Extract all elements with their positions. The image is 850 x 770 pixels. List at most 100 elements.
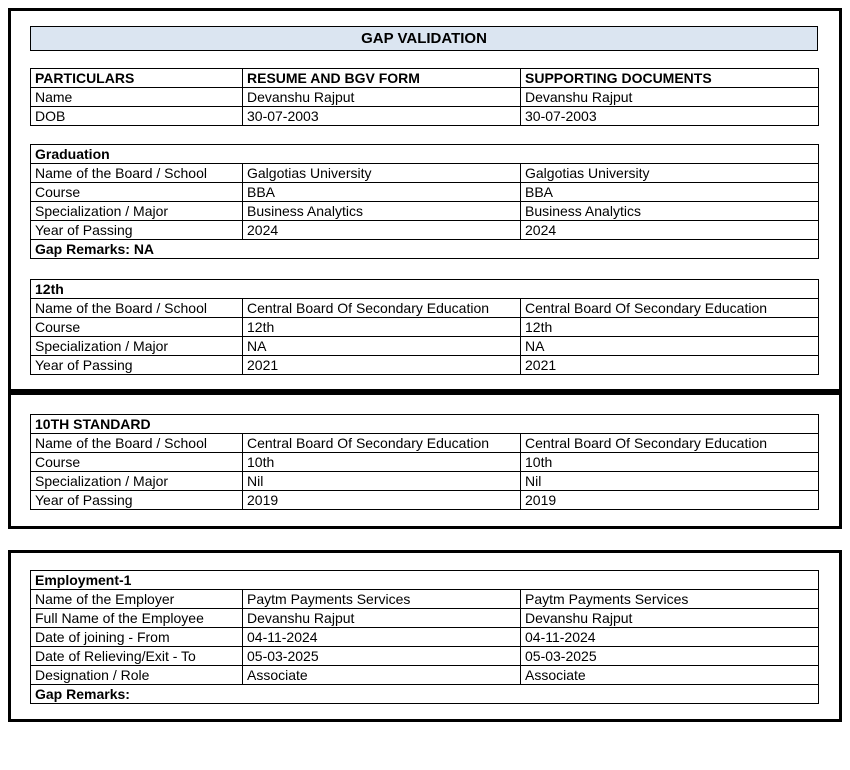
specialization-supporting-value: Nil — [520, 471, 819, 491]
row-label-specialization: Specialization / Major — [30, 471, 243, 491]
employment-table: Employment-1 Name of the Employer Paytm … — [30, 570, 819, 704]
course-resume-value: 12th — [242, 317, 521, 337]
table-row-name: Name Devanshu Rajput Devanshu Rajput — [30, 87, 819, 107]
col-header-resume-bgv: RESUME AND BGV FORM — [242, 68, 521, 88]
row-label-year-of-passing: Year of Passing — [30, 355, 243, 375]
row-label-employer: Name of the Employer — [30, 589, 243, 609]
table-row-year: Year of Passing 2019 2019 — [30, 490, 819, 510]
table-row-board: Name of the Board / School Central Board… — [30, 298, 820, 318]
graduation-table: Graduation Name of the Board / School Ga… — [30, 144, 819, 259]
row-label-course: Course — [30, 317, 243, 337]
year-resume-value: 2021 — [242, 355, 521, 375]
employee-name-supporting-value: Devanshu Rajput — [520, 608, 819, 628]
year-resume-value: 2019 — [242, 490, 521, 510]
course-resume-value: 10th — [242, 452, 521, 472]
employer-resume-value: Paytm Payments Services — [242, 589, 521, 609]
row-label-board-school: Name of the Board / School — [30, 163, 243, 183]
particulars-header-row: PARTICULARS RESUME AND BGV FORM SUPPORTI… — [30, 68, 819, 88]
row-label-course: Course — [30, 182, 243, 202]
table-row-designation: Designation / Role Associate Associate — [30, 665, 819, 685]
specialization-resume-value: Nil — [242, 471, 521, 491]
section-box-middle: 10TH STANDARD Name of the Board / School… — [8, 392, 842, 529]
tenth-table: 10TH STANDARD Name of the Board / School… — [30, 414, 819, 510]
table-row-course: Course 10th 10th — [30, 452, 819, 472]
twelfth-header-row: 12th — [29, 279, 820, 299]
designation-resume-value: Associate — [242, 665, 521, 685]
employment-gap-remarks-row: Gap Remarks: — [30, 684, 819, 704]
specialization-resume-value: Business Analytics — [242, 201, 521, 221]
dob-resume-value: 30-07-2003 — [242, 106, 521, 126]
course-resume-value: BBA — [242, 182, 521, 202]
tenth-header-row: 10TH STANDARD — [30, 414, 819, 434]
board-resume-value: Galgotias University — [242, 163, 521, 183]
table-row-year: Year of Passing 2024 2024 — [30, 220, 819, 240]
graduation-header-row: Graduation — [30, 144, 819, 164]
specialization-resume-value: NA — [242, 336, 521, 356]
joining-date-supporting-value: 04-11-2024 — [520, 627, 819, 647]
dob-supporting-value: 30-07-2003 — [520, 106, 819, 126]
board-supporting-value: Galgotias University — [520, 163, 819, 183]
section-box-top: GAP VALIDATION PARTICULARS RESUME AND BG… — [8, 8, 842, 392]
table-row-course: Course 12th 12th — [30, 317, 820, 337]
employment-header-row: Employment-1 — [30, 570, 819, 590]
relieving-date-resume-value: 05-03-2025 — [242, 646, 521, 666]
table-row-board: Name of the Board / School Galgotias Uni… — [30, 163, 819, 183]
relieving-date-supporting-value: 05-03-2025 — [520, 646, 819, 666]
course-supporting-value: 10th — [520, 452, 819, 472]
col-header-particulars: PARTICULARS — [30, 68, 243, 88]
board-supporting-value: Central Board Of Secondary Education — [520, 433, 819, 453]
board-resume-value: Central Board Of Secondary Education — [242, 433, 521, 453]
name-supporting-value: Devanshu Rajput — [520, 87, 819, 107]
section-title-12th: 12th — [29, 279, 820, 299]
section-title-10th: 10TH STANDARD — [30, 414, 819, 434]
gap-remarks-graduation: Gap Remarks: NA — [30, 239, 819, 259]
specialization-supporting-value: Business Analytics — [520, 201, 819, 221]
row-label-employee-name: Full Name of the Employee — [30, 608, 243, 628]
row-label-relieving-date: Date of Relieving/Exit - To — [30, 646, 243, 666]
section-title-employment-1: Employment-1 — [30, 570, 819, 590]
twelfth-table: 12th Name of the Board / School Central … — [29, 279, 820, 375]
year-supporting-value: 2019 — [520, 490, 819, 510]
section-box-bottom: Employment-1 Name of the Employer Paytm … — [8, 550, 842, 722]
row-label-course: Course — [30, 452, 243, 472]
employee-name-resume-value: Devanshu Rajput — [242, 608, 521, 628]
document-title-bar: GAP VALIDATION — [30, 26, 818, 51]
row-label-designation: Designation / Role — [30, 665, 243, 685]
year-resume-value: 2024 — [242, 220, 521, 240]
specialization-supporting-value: NA — [519, 336, 820, 356]
row-label-specialization: Specialization / Major — [30, 201, 243, 221]
employer-supporting-value: Paytm Payments Services — [520, 589, 819, 609]
col-header-supporting-docs: SUPPORTING DOCUMENTS — [520, 68, 819, 88]
table-row-relieving-date: Date of Relieving/Exit - To 05-03-2025 0… — [30, 646, 819, 666]
designation-supporting-value: Associate — [520, 665, 819, 685]
particulars-table: PARTICULARS RESUME AND BGV FORM SUPPORTI… — [30, 68, 819, 126]
table-row-specialization: Specialization / Major NA NA — [30, 336, 820, 356]
document-title: GAP VALIDATION — [361, 30, 487, 47]
row-label-board-school: Name of the Board / School — [30, 433, 243, 453]
table-row-joining-date: Date of joining - From 04-11-2024 04-11-… — [30, 627, 819, 647]
year-supporting-value: 2024 — [520, 220, 819, 240]
board-supporting-value: Central Board Of Secondary Education — [519, 298, 820, 318]
section-title-graduation: Graduation — [30, 144, 819, 164]
table-row-course: Course BBA BBA — [30, 182, 819, 202]
row-label-year-of-passing: Year of Passing — [30, 220, 243, 240]
board-resume-value: Central Board Of Secondary Education — [242, 298, 521, 318]
row-label-name: Name — [30, 87, 243, 107]
table-row-employer: Name of the Employer Paytm Payments Serv… — [30, 589, 819, 609]
course-supporting-value: 12th — [519, 317, 820, 337]
table-row-board: Name of the Board / School Central Board… — [30, 433, 819, 453]
table-row-dob: DOB 30-07-2003 30-07-2003 — [30, 106, 819, 126]
year-supporting-value: 2021 — [519, 355, 820, 375]
table-row-employee-name: Full Name of the Employee Devanshu Rajpu… — [30, 608, 819, 628]
table-row-specialization: Specialization / Major Nil Nil — [30, 471, 819, 491]
table-row-specialization: Specialization / Major Business Analytic… — [30, 201, 819, 221]
course-supporting-value: BBA — [520, 182, 819, 202]
row-label-joining-date: Date of joining - From — [30, 627, 243, 647]
table-row-year: Year of Passing 2021 2021 — [30, 355, 820, 375]
graduation-gap-remarks-row: Gap Remarks: NA — [30, 239, 819, 259]
gap-remarks-employment: Gap Remarks: — [30, 684, 819, 704]
name-resume-value: Devanshu Rajput — [242, 87, 521, 107]
joining-date-resume-value: 04-11-2024 — [242, 627, 521, 647]
row-label-board-school: Name of the Board / School — [30, 298, 243, 318]
row-label-year-of-passing: Year of Passing — [30, 490, 243, 510]
